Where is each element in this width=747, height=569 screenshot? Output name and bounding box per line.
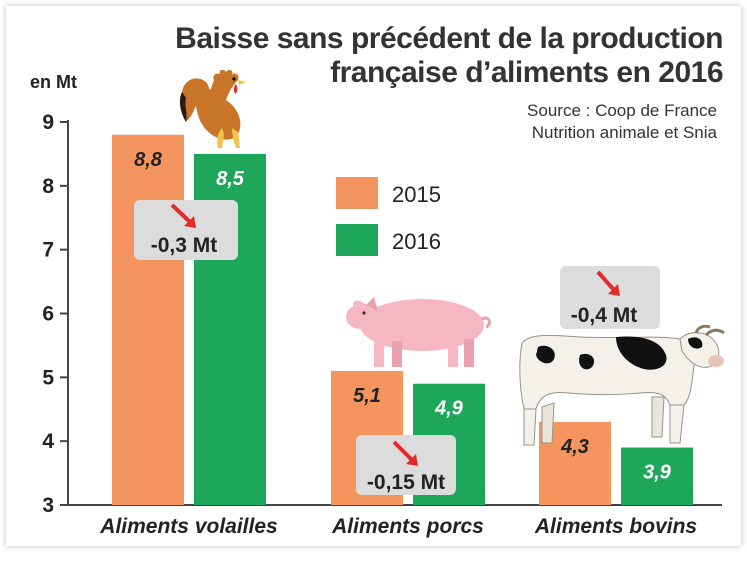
y-axis-unit: en Mt (30, 72, 77, 92)
data-label: 8,5 (216, 168, 245, 190)
annotation-porcs: -0,15 Mt (356, 435, 456, 495)
annotation-text-porcs: -0,15 Mt (367, 471, 445, 494)
legend-label-2016: 2016 (392, 229, 441, 254)
source-line-2: Nutrition animale et Snia (531, 123, 717, 142)
legend-swatch-2016 (336, 224, 378, 256)
y-tick-label: 8 (42, 175, 54, 198)
annotation-bovins: -0,4 Mt (560, 266, 660, 329)
bar-2015-0 (112, 134, 184, 505)
legend-swatch-2015 (336, 177, 378, 209)
down-arrow-icon (392, 440, 418, 466)
down-arrow-icon (170, 203, 196, 228)
annotation-text-volailles: -0,3 Mt (151, 234, 218, 257)
source-line-1: Source : Coop de France (527, 101, 717, 120)
data-label: 4,3 (560, 436, 589, 458)
x-category-label: Aliments volailles (99, 515, 277, 538)
y-tick-label: 5 (42, 366, 54, 389)
page-edge-decoration (0, 553, 747, 569)
title-line-2: française d’aliments en 2016 (330, 56, 723, 89)
down-arrow-icon (596, 270, 620, 296)
legend: 2015 2016 (336, 177, 441, 256)
bar-2016-2 (621, 447, 693, 505)
x-category-label: Aliments bovins (534, 515, 697, 538)
data-label: 8,8 (134, 149, 163, 171)
title-line-1: Baisse sans précédent de la production (175, 22, 723, 55)
x-category-label: Aliments porcs (331, 515, 484, 538)
annotation-volailles: -0,3 Mt (134, 200, 238, 260)
cow-icon (519, 324, 725, 446)
chart-title: Baisse sans précédent de la production f… (123, 22, 723, 90)
y-tick-label: 7 (42, 239, 54, 262)
annotation-text-bovins: -0,4 Mt (571, 304, 638, 327)
y-tick-label: 6 (42, 303, 54, 326)
rooster-icon (179, 69, 246, 148)
legend-label-2015: 2015 (392, 182, 441, 207)
y-tick-label: 4 (42, 430, 54, 453)
data-label: 3,9 (643, 462, 672, 484)
y-tick-label: 9 (42, 111, 54, 134)
pig-icon (346, 297, 491, 367)
chart-source: Source : Coop de France Nutrition animal… (417, 100, 717, 144)
data-label: 4,9 (434, 398, 464, 420)
y-tick-label: 3 (42, 494, 54, 517)
data-label: 5,1 (353, 385, 381, 407)
